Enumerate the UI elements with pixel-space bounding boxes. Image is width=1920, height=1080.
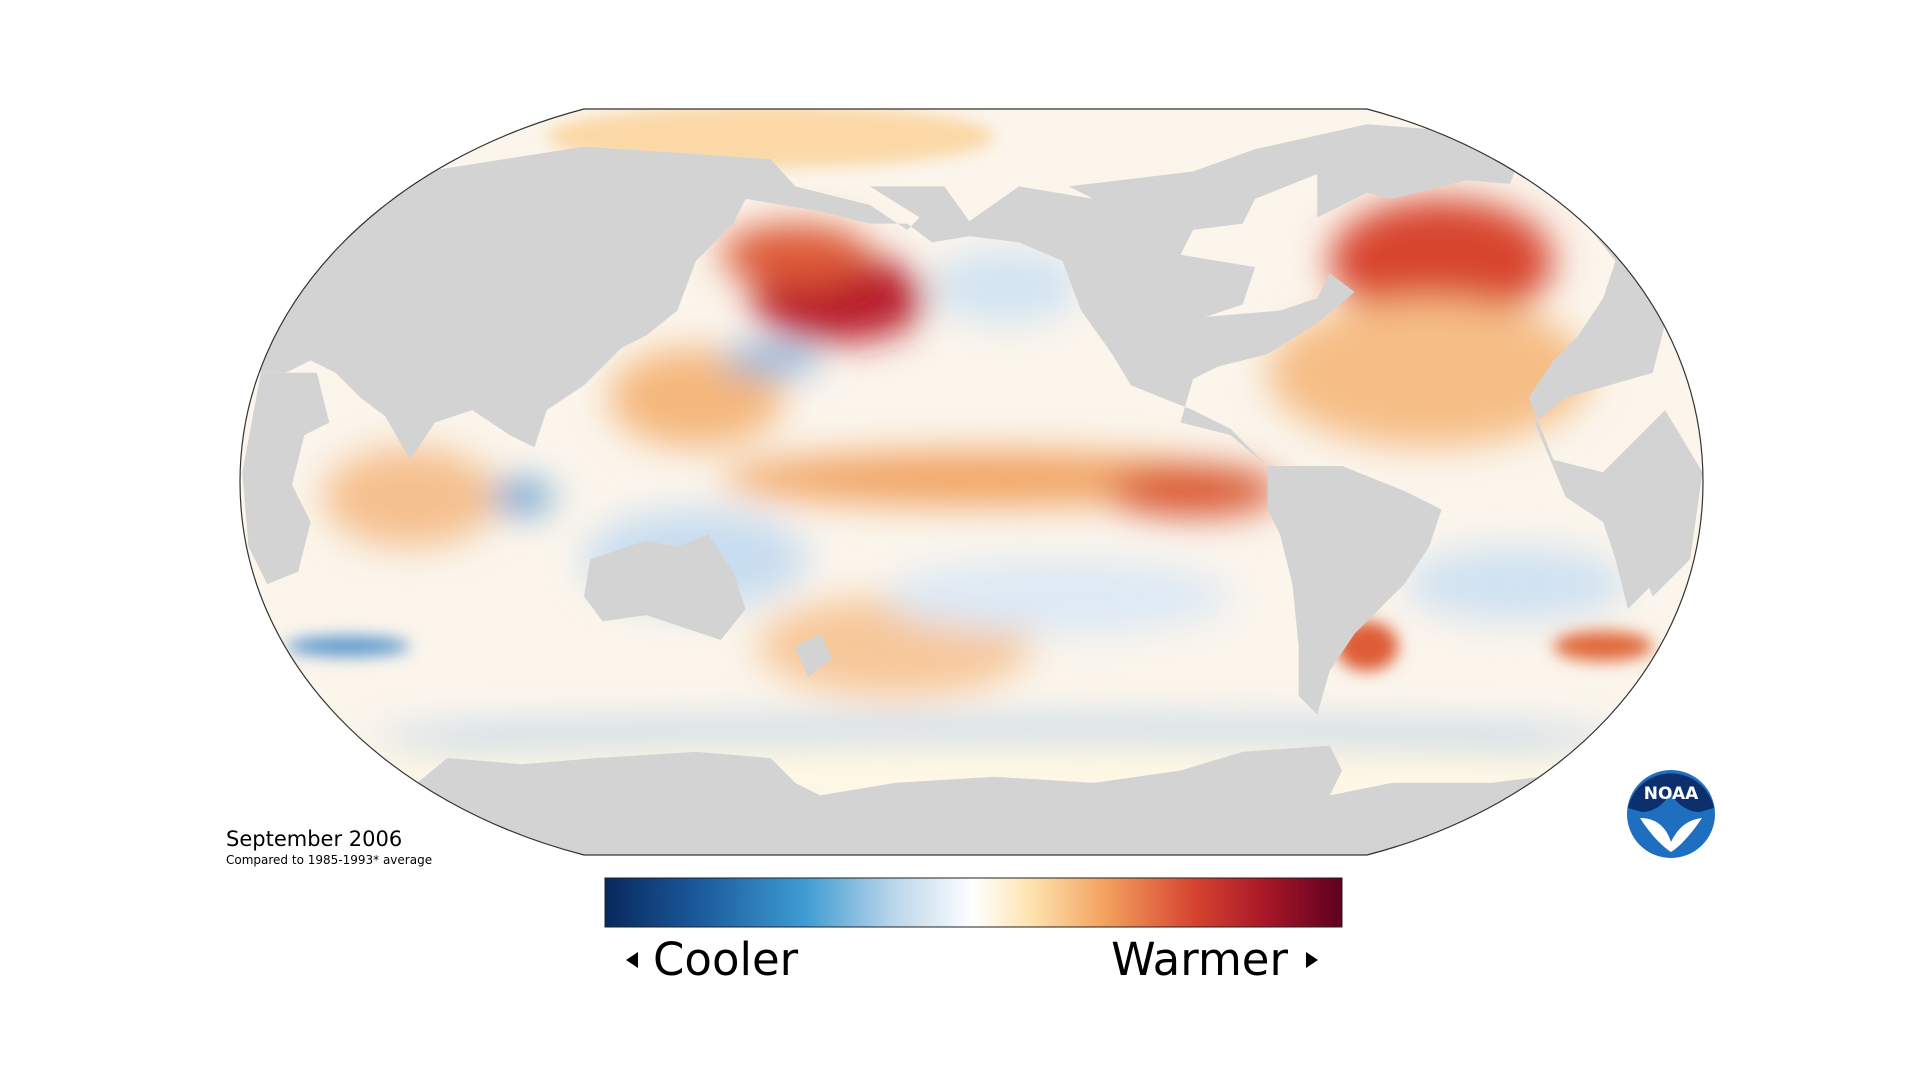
color-bar — [604, 877, 1343, 928]
logo-gull — [1640, 818, 1702, 852]
noaa-logo: NOAA — [1627, 770, 1715, 858]
continent — [242, 372, 330, 585]
cool-anomaly — [490, 482, 554, 512]
land — [242, 124, 1703, 855]
map-title: September 2006 — [226, 827, 402, 851]
map — [240, 109, 1703, 855]
map-subtitle: Compared to 1985-1993* average — [226, 853, 432, 867]
legend-low-label: Cooler — [653, 933, 799, 986]
continent — [248, 124, 1529, 467]
continent — [1267, 466, 1442, 715]
logo-top — [1628, 773, 1714, 812]
logo-text: NOAA — [1644, 784, 1699, 804]
cool-anomaly — [882, 559, 1231, 634]
antarctica — [310, 745, 1703, 855]
warm-anomaly — [1553, 631, 1653, 662]
cool-anomaly — [1404, 546, 1628, 622]
warm-anomaly — [1329, 198, 1554, 324]
warm-anomaly — [720, 223, 870, 286]
map-border — [239, 108, 1704, 856]
legend-high-label: Warmer — [1111, 933, 1288, 986]
cool-anomaly — [720, 345, 821, 376]
warm-anomaly — [1106, 466, 1280, 516]
continent — [1528, 180, 1666, 609]
warm-anomaly — [608, 347, 783, 448]
warm-anomaly — [323, 447, 498, 547]
cool-anomaly — [932, 248, 1082, 324]
continent — [1603, 410, 1703, 597]
island — [795, 633, 833, 678]
anomaly-field — [248, 198, 1703, 802]
continent — [584, 534, 746, 640]
island — [316, 292, 336, 330]
left-arrow — [626, 952, 638, 968]
right-arrow — [1306, 952, 1318, 968]
cool-anomaly — [285, 636, 411, 657]
warm-anomaly — [1267, 298, 1591, 448]
